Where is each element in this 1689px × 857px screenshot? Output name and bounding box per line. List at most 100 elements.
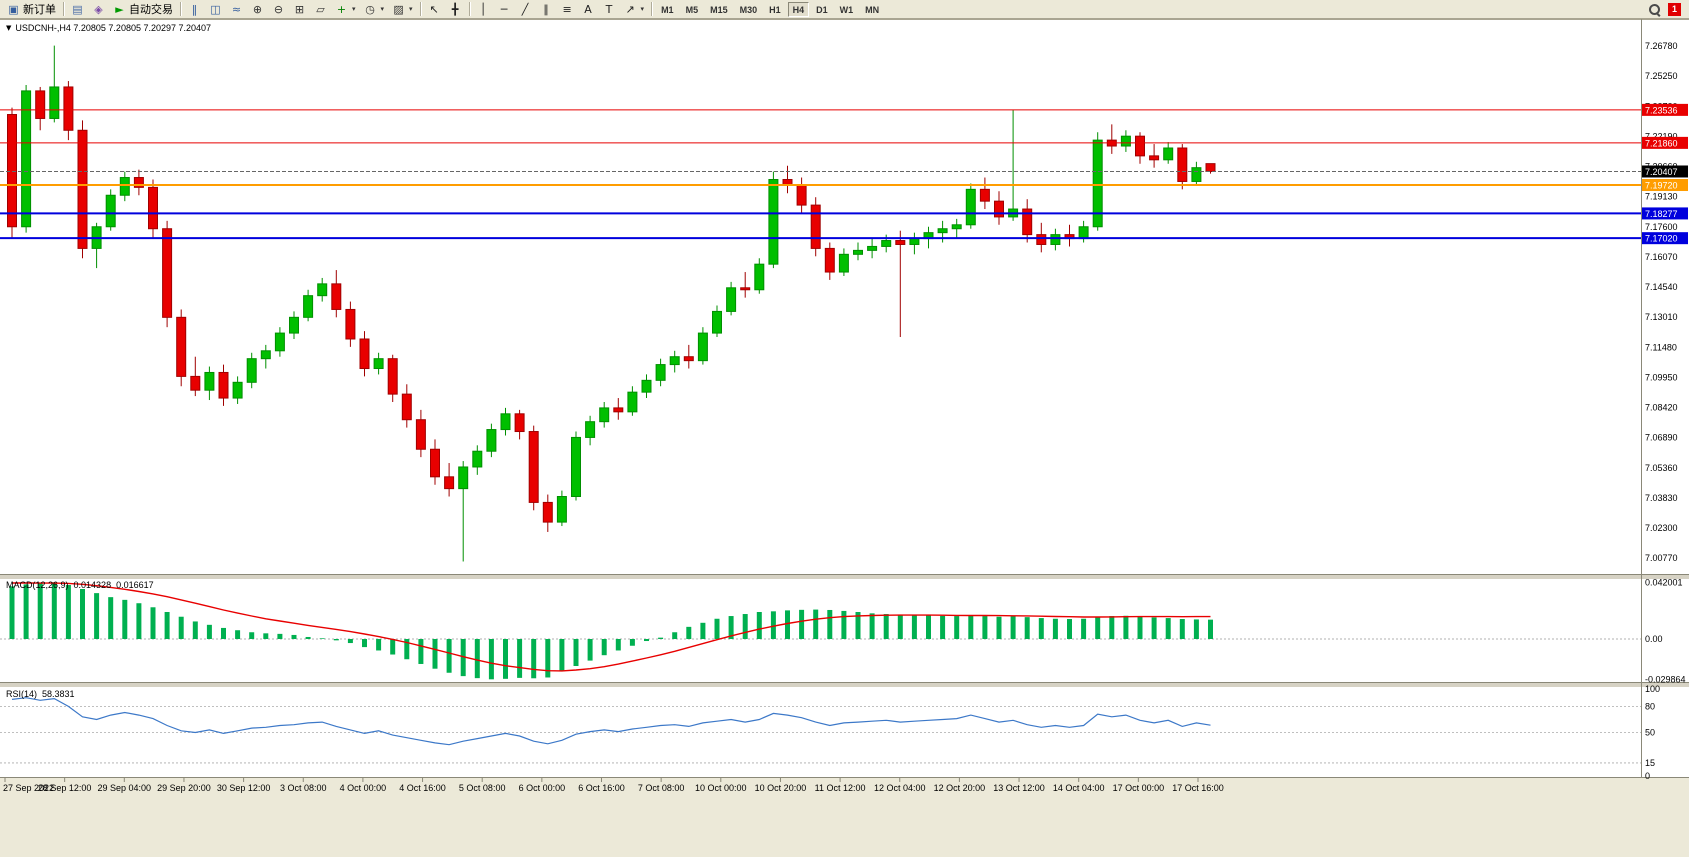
candle[interactable] [218, 371, 229, 399]
timeframe-m5-button[interactable]: M5 [685, 4, 699, 15]
crosshair-button[interactable]: ╋ [445, 1, 466, 18]
candle[interactable] [133, 177, 144, 188]
candle[interactable] [359, 338, 370, 370]
cursor-button[interactable]: ↖ [424, 1, 445, 18]
candle[interactable] [571, 436, 581, 498]
candle[interactable] [824, 247, 835, 273]
candle[interactable] [655, 364, 666, 381]
candle[interactable] [754, 263, 765, 291]
panel-separator[interactable] [0, 682, 1689, 688]
candle[interactable] [740, 287, 751, 291]
chart-background[interactable] [0, 19, 1689, 777]
candle[interactable] [683, 356, 694, 362]
candle[interactable] [641, 379, 652, 393]
candle[interactable] [373, 358, 384, 370]
candle[interactable] [232, 381, 243, 399]
candle[interactable] [951, 224, 962, 230]
candle[interactable] [401, 393, 412, 421]
candle[interactable] [1135, 135, 1145, 157]
candle[interactable] [1177, 147, 1188, 182]
candle[interactable] [1022, 208, 1033, 236]
candle[interactable] [853, 249, 863, 255]
candle[interactable] [613, 407, 624, 413]
candle[interactable] [697, 332, 708, 362]
candle[interactable] [1163, 147, 1174, 161]
candle[interactable] [965, 188, 976, 226]
candle[interactable] [119, 177, 130, 196]
candle[interactable] [585, 421, 596, 438]
candle[interactable] [669, 356, 680, 366]
horizontal-line-button[interactable]: ─ [494, 1, 515, 18]
tile-windows-button[interactable]: ⊞ [289, 1, 310, 18]
collapse-icon[interactable]: ▼ [6, 24, 12, 32]
candle[interactable] [289, 316, 299, 334]
candle[interactable] [881, 240, 892, 247]
arrow-tool-caret-icon[interactable]: ▾ [640, 5, 645, 13]
candle[interactable] [726, 287, 737, 312]
candle[interactable] [345, 308, 356, 340]
vertical-line-button[interactable]: │ [473, 1, 494, 18]
candle[interactable] [317, 283, 328, 297]
candle[interactable] [458, 466, 469, 490]
candle[interactable] [979, 188, 990, 202]
candle[interactable] [430, 448, 440, 478]
candle[interactable] [994, 200, 1004, 218]
candle[interactable] [246, 358, 257, 383]
candle[interactable] [500, 413, 511, 431]
search-icon[interactable] [1648, 3, 1661, 16]
candle[interactable] [895, 240, 906, 245]
candle[interactable] [1205, 163, 1216, 172]
candle[interactable] [1120, 135, 1131, 147]
candle[interactable] [1191, 167, 1202, 182]
candle[interactable] [1036, 234, 1047, 245]
candle[interactable] [148, 186, 158, 230]
candle[interactable] [105, 194, 116, 228]
candle[interactable] [556, 496, 567, 523]
timeframe-h4-button[interactable]: H4 [787, 1, 810, 17]
candle[interactable] [63, 86, 74, 131]
timeframe-h1-button[interactable]: H1 [769, 4, 781, 15]
candle[interactable] [35, 90, 46, 119]
candle[interactable] [810, 204, 821, 249]
line-chart-button[interactable]: ≈ [226, 1, 247, 18]
candle[interactable] [1092, 139, 1103, 228]
fibonacci-button[interactable]: ≡ [557, 1, 578, 18]
candle[interactable] [415, 419, 426, 450]
periods-button[interactable]: ◷ ▾ [360, 1, 389, 18]
timeframe-m30-button[interactable]: M30 [739, 4, 758, 15]
charts-window-button[interactable]: ▤ [67, 1, 88, 18]
zoom-in-button[interactable]: ⊕ [247, 1, 268, 18]
candle[interactable] [627, 391, 638, 413]
candle[interactable] [1078, 226, 1089, 240]
cascade-windows-button[interactable]: ▱ [310, 1, 331, 18]
candle[interactable] [796, 184, 807, 206]
candle[interactable] [768, 178, 779, 265]
candle[interactable] [838, 253, 849, 273]
candle[interactable] [77, 129, 88, 249]
arrow-tool-button[interactable]: ↗ ▾ [620, 1, 649, 18]
profile-button[interactable]: ◈ [88, 1, 109, 18]
indicators-add-button[interactable]: + ▾ [331, 1, 360, 18]
candle[interactable] [190, 375, 201, 391]
channel-button[interactable]: ∥ [536, 1, 557, 18]
label-button[interactable]: T [599, 1, 620, 18]
candle[interactable] [387, 358, 398, 395]
candle[interactable] [331, 283, 342, 310]
candle[interactable] [472, 450, 483, 468]
price-chart-canvas[interactable]: 7.267807.252507.237207.221907.206607.191… [0, 19, 1689, 857]
timeframe-m15-button[interactable]: M15 [710, 4, 728, 15]
candle[interactable] [274, 332, 285, 352]
candle[interactable] [7, 114, 17, 228]
candle[interactable] [528, 431, 539, 503]
candle[interactable] [21, 90, 32, 228]
candle[interactable] [176, 316, 187, 377]
candle[interactable] [204, 371, 215, 391]
timeframe-w1-button[interactable]: W1 [839, 4, 854, 15]
notification-badge[interactable]: 1 [1668, 2, 1681, 16]
candle[interactable] [444, 476, 455, 490]
candle[interactable] [514, 413, 525, 433]
candle[interactable] [1050, 234, 1061, 245]
candle[interactable] [937, 228, 948, 234]
candle[interactable] [486, 429, 497, 452]
candlestick-chart-button[interactable]: ◫ [205, 1, 226, 18]
